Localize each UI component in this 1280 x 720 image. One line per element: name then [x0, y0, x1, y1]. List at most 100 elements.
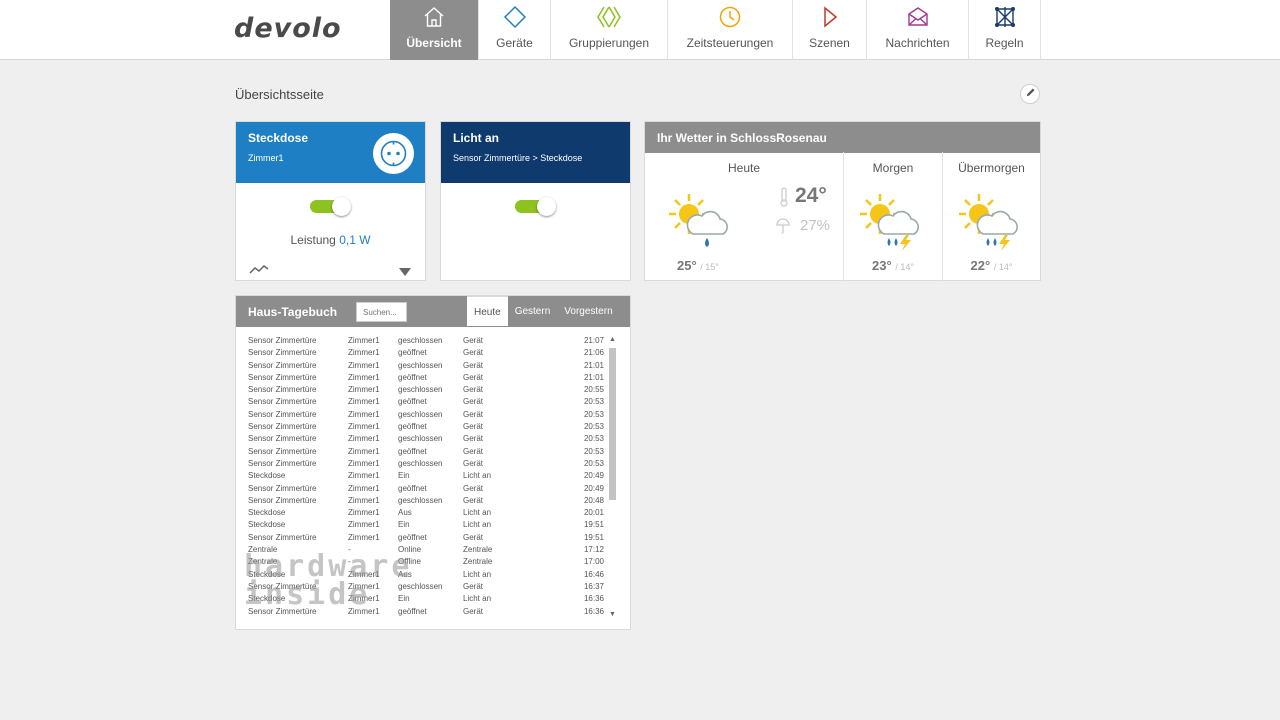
entry-device: Sensor Zimmertüre	[248, 532, 317, 542]
entry-device: Sensor Zimmertüre	[248, 348, 317, 358]
entry-type: Licht an	[463, 569, 492, 579]
entry-room: Zimmer1	[348, 422, 380, 432]
journal-row: Zentrale - Online Zentrale 17:12	[248, 545, 604, 557]
entry-type: Gerät	[463, 348, 484, 358]
pencil-icon	[1025, 85, 1036, 103]
entry-state: geöffnet	[398, 532, 427, 542]
entry-time: 20:53	[583, 446, 604, 456]
nav-regeln[interactable]: Regeln	[969, 0, 1041, 60]
journal-row: Sensor Zimmertüre Zimmer1 geschlossen Gerät…	[248, 582, 604, 594]
scroll-down-arrow[interactable]: ▼	[609, 611, 616, 618]
entry-state: geschlossen	[398, 434, 443, 444]
power-value: 0,1 W	[339, 233, 371, 247]
power-readout: Leistung 0,1 W	[236, 233, 425, 247]
edit-button[interactable]	[1020, 84, 1040, 104]
entry-room: Zimmer1	[348, 495, 380, 505]
entry-state: geschlossen	[398, 458, 443, 468]
journal-search-input[interactable]	[356, 302, 407, 322]
entry-room: Zimmer1	[348, 458, 380, 468]
entry-type: Gerät	[463, 434, 484, 444]
nav-gruppierungen[interactable]: Gruppierungen	[551, 0, 668, 60]
socket-icon	[373, 133, 414, 174]
weather-card: Ihr Wetter in SchlossRosenau Heute 24° 2…	[644, 121, 1041, 281]
entry-device: Sensor Zimmertüre	[248, 434, 317, 444]
weather-day-label: Heute	[727, 161, 761, 175]
journal-row: Sensor Zimmertüre Zimmer1 geschlossen Gerät…	[248, 336, 604, 348]
sun-cloud-thunder-icon	[957, 190, 1019, 257]
entry-time: 16:36	[583, 606, 604, 616]
entry-type: Gerät	[463, 495, 484, 505]
clock-icon	[718, 4, 742, 30]
entry-time: 20:48	[583, 495, 604, 505]
devolo-logo[interactable]: devolo	[234, 13, 342, 44]
nav-nachrichten[interactable]: Nachrichten	[867, 0, 969, 60]
low-temp: / 15°	[700, 262, 719, 272]
entry-state: geschlossen	[398, 385, 443, 395]
power-label: Leistung	[290, 233, 336, 247]
entry-time: 20:53	[583, 422, 604, 432]
entry-state: Aus	[398, 508, 412, 518]
scroll-up-arrow[interactable]: ▲	[609, 336, 616, 343]
envelope-icon	[906, 4, 930, 30]
tab-heute[interactable]: Heute	[467, 296, 508, 326]
entry-state: geöffnet	[398, 446, 427, 456]
entry-state: geöffnet	[398, 483, 427, 493]
nav-label: Gruppierungen	[568, 36, 650, 50]
high-temp: 23°	[872, 258, 892, 273]
nav-uebersicht[interactable]: Übersicht	[390, 0, 479, 60]
entry-type: Gerät	[463, 385, 484, 395]
entry-device: Steckdose	[248, 471, 286, 481]
entry-time: 19:51	[583, 532, 604, 542]
weather-tomorrow: Morgen 23° / 14°	[843, 152, 942, 281]
steckdose-card-header[interactable]: Steckdose Zimmer1	[236, 122, 425, 183]
nav-geraete[interactable]: Geräte	[479, 0, 551, 60]
nav-zeitsteuerungen[interactable]: Zeitsteuerungen	[668, 0, 793, 60]
main-nav: Übersicht Geräte Gruppierungen Zeitsteue…	[390, 0, 1041, 60]
weather-today: Heute 24° 27% 25° / 15°	[645, 152, 843, 281]
day-after-temps: 22° / 14°	[943, 258, 1040, 273]
entry-time: 20:53	[583, 458, 604, 468]
journal-row: Zentrale - Offline Zentrale 17:00	[248, 557, 604, 569]
tab-gestern[interactable]: Gestern	[514, 306, 551, 317]
entry-room: Zimmer1	[348, 336, 380, 345]
weather-day-label: Morgen	[872, 161, 914, 175]
chart-trend-icon[interactable]	[249, 262, 269, 280]
entry-device: Sensor Zimmertüre	[248, 385, 317, 395]
entry-room: Zimmer1	[348, 508, 380, 518]
entry-type: Gerät	[463, 409, 484, 419]
scrollbar-thumb[interactable]	[609, 348, 616, 500]
entry-state: Offline	[398, 557, 421, 567]
journal-title: Haus-Tagebuch	[248, 305, 338, 319]
journal-row: Sensor Zimmertüre Zimmer1 geöffnet Gerät 20:…	[248, 447, 604, 459]
entry-state: geschlossen	[398, 409, 443, 419]
journal-row: Steckdose Zimmer1 Aus Licht an 16:46	[248, 570, 604, 582]
umbrella-icon	[776, 218, 790, 239]
nav-label: Geräte	[496, 36, 533, 50]
licht-card-header[interactable]: Licht an Sensor Zimmertüre > Steckdose	[441, 122, 630, 183]
entry-type: Licht an	[463, 471, 492, 481]
journal-row: Sensor Zimmertüre Zimmer1 geöffnet Gerät 20:…	[248, 422, 604, 434]
steckdose-title: Steckdose	[248, 131, 309, 145]
journal-scrollbar[interactable]: ▲ ▼	[608, 336, 617, 618]
licht-switch[interactable]	[515, 197, 557, 216]
nav-label: Zeitsteuerungen	[686, 36, 774, 50]
entry-device: Sensor Zimmertüre	[248, 606, 317, 616]
entry-time: 20:01	[583, 508, 604, 518]
entry-state: geschlossen	[398, 360, 443, 370]
entry-device: Sensor Zimmertüre	[248, 397, 317, 407]
entry-state: geöffnet	[398, 606, 427, 616]
entry-time: 20:53	[583, 409, 604, 419]
tab-vorgestern[interactable]: Vorgestern	[564, 306, 613, 317]
top-bar: devolo Übersicht Geräte Gruppierungen Ze…	[0, 0, 1280, 60]
entry-time: 20:49	[583, 483, 604, 493]
entry-room: Zimmer1	[348, 483, 380, 493]
steckdose-switch[interactable]	[310, 197, 352, 216]
weather-title: Ihr Wetter in SchlossRosenau	[657, 131, 827, 145]
journal-row: Sensor Zimmertüre Zimmer1 geschlossen Gerät…	[248, 361, 604, 373]
journal-header: Haus-Tagebuch Heute Gestern Vorgestern	[236, 296, 630, 327]
weather-day-label: Übermorgen	[958, 161, 1025, 175]
nav-szenen[interactable]: Szenen	[793, 0, 867, 60]
chevron-down-icon[interactable]	[399, 264, 411, 282]
journal-row: Sensor Zimmertüre Zimmer1 geöffnet Gerät 21:…	[248, 373, 604, 385]
entry-room: -	[348, 557, 351, 567]
